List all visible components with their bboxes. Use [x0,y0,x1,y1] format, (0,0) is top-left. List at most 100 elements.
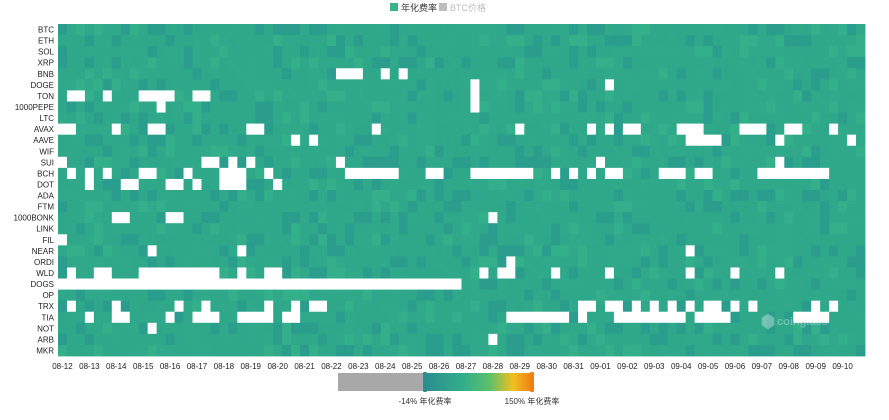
heatmap-cell[interactable] [66,46,77,58]
heatmap-cell[interactable] [353,167,364,180]
heatmap-cell[interactable] [524,68,534,80]
heatmap-cell[interactable] [255,212,265,224]
heatmap-cell[interactable] [748,90,758,102]
heatmap-cell[interactable] [371,46,382,58]
heatmap-cell[interactable] [219,322,229,335]
heatmap-cell[interactable] [129,167,140,180]
heatmap-cell[interactable] [649,256,660,268]
heatmap-cell[interactable] [66,333,77,346]
heatmap-cell[interactable] [640,35,651,47]
heatmap-cell[interactable] [380,101,391,113]
heatmap-cell[interactable] [685,35,696,47]
heatmap-cell[interactable] [111,333,122,346]
heatmap-cell[interactable] [685,134,696,147]
heatmap-cell[interactable] [228,123,238,136]
heatmap-cell[interactable] [470,333,480,346]
heatmap-cell[interactable] [192,46,202,58]
heatmap-cell[interactable] [497,167,507,180]
heatmap-cell[interactable] [775,201,785,213]
heatmap-cell[interactable] [766,322,776,335]
heatmap-cell[interactable] [327,234,337,246]
heatmap-cell[interactable] [802,145,812,158]
heatmap-cell[interactable] [300,223,310,235]
heatmap-cell[interactable] [210,278,220,290]
heatmap-cell[interactable] [497,300,507,313]
heatmap-cell[interactable] [613,267,624,279]
heatmap-cell[interactable] [524,24,534,36]
heatmap-cell[interactable] [219,344,229,357]
heatmap-cell[interactable] [587,344,597,357]
heatmap-cell[interactable] [560,101,570,113]
heatmap-cell[interactable] [596,178,606,191]
heatmap-cell[interactable] [694,278,704,290]
heatmap-cell[interactable] [470,156,480,169]
heatmap-cell[interactable] [497,267,507,279]
heatmap-cell[interactable] [84,167,95,180]
heatmap-cell[interactable] [174,234,184,246]
heatmap-cell[interactable] [443,322,453,335]
heatmap-cell[interactable] [569,278,579,290]
heatmap-cell[interactable] [658,223,669,235]
heatmap-cell[interactable] [820,145,830,158]
heatmap-cell[interactable] [694,300,704,313]
heatmap-cell[interactable] [219,278,229,290]
heatmap-cell[interactable] [138,289,149,302]
heatmap-cell[interactable] [685,46,696,58]
heatmap-cell[interactable] [515,300,525,313]
heatmap-cell[interactable] [578,167,588,180]
heatmap-cell[interactable] [506,212,516,224]
heatmap-cell[interactable] [721,212,731,224]
heatmap-cell[interactable] [631,234,642,246]
heatmap-cell[interactable] [282,156,292,169]
heatmap-cell[interactable] [838,101,848,113]
heatmap-cell[interactable] [524,289,534,302]
heatmap-cell[interactable] [452,245,462,257]
heatmap-cell[interactable] [389,278,400,290]
heatmap-cell[interactable] [479,178,489,191]
heatmap-cell[interactable] [757,156,767,169]
heatmap-cell[interactable] [165,79,175,91]
heatmap-cell[interactable] [596,123,606,136]
heatmap-cell[interactable] [676,223,687,235]
heatmap-cell[interactable] [452,35,462,47]
heatmap-cell[interactable] [739,311,749,324]
heatmap-cell[interactable] [658,333,669,346]
heatmap-cell[interactable] [309,333,319,346]
heatmap-cell[interactable] [524,300,534,313]
heatmap-cell[interactable] [273,234,283,246]
heatmap-cell[interactable] [416,68,427,80]
heatmap-cell[interactable] [766,112,776,124]
heatmap-cell[interactable] [515,156,525,169]
heatmap-cell[interactable] [147,311,158,324]
heatmap-cell[interactable] [371,223,382,235]
heatmap-cell[interactable] [75,333,86,346]
heatmap-cell[interactable] [434,68,444,80]
heatmap-cell[interactable] [649,267,660,279]
heatmap-cell[interactable] [434,35,444,47]
heatmap-cell[interactable] [273,267,283,279]
heatmap-cell[interactable] [93,289,104,302]
heatmap-cell[interactable] [327,57,337,69]
heatmap-cell[interactable] [237,201,247,213]
heatmap-cell[interactable] [147,101,158,113]
heatmap-cell[interactable] [398,212,409,224]
heatmap-cell[interactable] [569,245,579,257]
heatmap-cell[interactable] [138,101,149,113]
heatmap-cell[interactable] [829,167,839,180]
heatmap-cell[interactable] [84,201,95,213]
heatmap-cell[interactable] [255,90,265,102]
heatmap-cell[interactable] [111,234,122,246]
heatmap-cell[interactable] [802,300,812,313]
heatmap-cell[interactable] [147,90,158,102]
heatmap-cell[interactable] [703,156,713,169]
heatmap-cell[interactable] [353,223,364,235]
heatmap-cell[interactable] [604,300,615,313]
heatmap-cell[interactable] [631,112,642,124]
heatmap-cell[interactable] [84,190,95,202]
heatmap-cell[interactable] [84,145,95,158]
heatmap-cell[interactable] [748,57,758,69]
heatmap-cell[interactable] [362,167,373,180]
heatmap-cell[interactable] [838,134,848,147]
heatmap-cell[interactable] [111,178,122,191]
heatmap-cell[interactable] [497,46,507,58]
